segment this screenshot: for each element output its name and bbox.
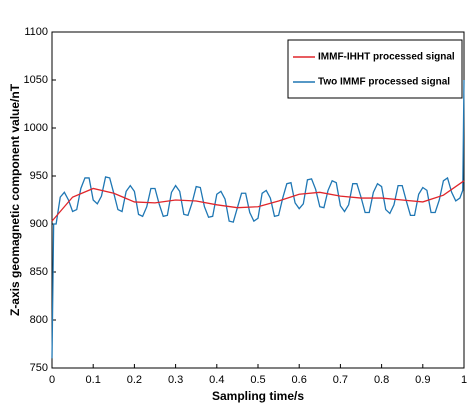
y-tick-label: 950	[30, 170, 48, 182]
x-tick-label: 0.7	[333, 374, 348, 386]
y-tick-label: 1100	[24, 26, 48, 38]
x-tick-label: 0.5	[250, 374, 265, 386]
y-tick-label: 900	[30, 218, 48, 230]
y-tick-label: 750	[30, 362, 48, 374]
x-tick-label: 0.6	[292, 374, 307, 386]
x-tick-label: 1	[461, 374, 467, 386]
legend-label: IMMF-IHHT processed signal	[318, 52, 455, 63]
x-tick-label: 0.3	[168, 374, 183, 386]
x-tick-label: 0.4	[209, 374, 224, 386]
y-tick-label: 850	[30, 266, 48, 278]
x-tick-label: 0.9	[415, 374, 430, 386]
x-tick-label: 0.8	[374, 374, 389, 386]
y-tick-label: 1050	[24, 74, 48, 86]
series-line	[51, 180, 465, 222]
legend-label: Two IMMF processed signal	[318, 77, 450, 88]
y-tick-label: 800	[30, 314, 48, 326]
y-tick-label: 1000	[24, 122, 48, 134]
x-tick-label: 0.1	[86, 374, 101, 386]
x-tick-label: 0	[49, 374, 55, 386]
x-axis-label: Sampling time/s	[212, 389, 304, 403]
y-axis-label: Z-axis geomagnetic component value/nT	[8, 83, 22, 316]
legend-box	[287, 39, 463, 99]
x-tick-label: 0.2	[127, 374, 142, 386]
series-line	[51, 79, 465, 359]
